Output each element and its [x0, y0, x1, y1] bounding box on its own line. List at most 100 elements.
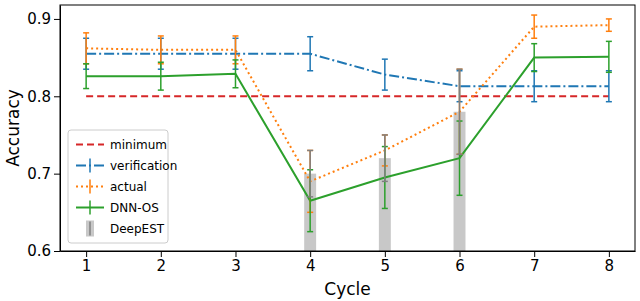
error-cap: [531, 14, 537, 16]
tick-label: 3: [231, 257, 241, 275]
tick-mark: [54, 174, 60, 175]
error-cap: [457, 68, 463, 70]
tick: 0.8: [27, 88, 60, 106]
tick: 0.7: [27, 165, 60, 183]
error-bar: [382, 135, 388, 181]
tick-label: 7: [530, 257, 540, 275]
error-stem: [459, 69, 461, 154]
error-stem: [235, 60, 237, 88]
error-bar: [382, 59, 388, 90]
tick: 0.9: [27, 10, 60, 28]
tick-label: 2: [157, 257, 167, 275]
error-cap: [606, 72, 612, 74]
x-axis-title: Cycle: [324, 279, 370, 299]
tick-mark: [54, 96, 60, 97]
error-bar: [232, 60, 238, 88]
chart: 1 2 3 4 5 6 7 8 0.6 0.7 0.8 0.9 Cycle Accuracy minimum…: [0, 0, 640, 301]
tick-label: 0.8: [27, 88, 51, 106]
error-bar: [83, 33, 89, 64]
tick: 5: [381, 251, 391, 275]
error-cap: [531, 43, 537, 45]
error-cap: [457, 195, 463, 197]
legend-label: DeepEST: [110, 222, 165, 236]
error-stem: [533, 44, 535, 72]
error-stem: [533, 15, 535, 38]
error-cap: [606, 31, 612, 33]
legend-label: verification: [110, 159, 177, 173]
tick-label: 4: [306, 257, 316, 275]
error-stem: [309, 150, 311, 196]
error-cap: [531, 101, 537, 103]
tick-label: 6: [455, 257, 465, 275]
error-stem: [309, 37, 311, 71]
axis-line: [61, 251, 636, 252]
legend-swatch: [86, 221, 94, 237]
error-cap: [457, 154, 463, 156]
legend-box: [68, 130, 168, 243]
error-cap: [307, 196, 313, 198]
legend-error: [89, 180, 91, 194]
error-bar: [606, 19, 612, 31]
error-stem: [384, 59, 386, 90]
legend-error: [89, 201, 91, 215]
error-cap: [307, 150, 313, 152]
error-stem: [160, 36, 162, 64]
tick-label: 0.6: [27, 242, 51, 260]
error-bar: [531, 15, 537, 38]
legend-swatch: [76, 144, 104, 146]
tick-mark: [54, 251, 60, 252]
line: [86, 54, 609, 86]
error-cap: [83, 63, 89, 65]
error-bar: [457, 69, 463, 154]
error-cap: [307, 231, 313, 233]
bar-series: [304, 112, 465, 251]
error-cap: [382, 181, 388, 183]
tick-label: 5: [381, 257, 391, 275]
error-bar: [457, 69, 463, 154]
error-cap: [232, 59, 238, 61]
error-stem: [608, 19, 610, 31]
error-cap: [531, 38, 537, 40]
tick: 2: [157, 251, 167, 275]
error-cap: [457, 154, 463, 156]
legend: minimum verification actual DNN-OS DeepEST: [68, 130, 177, 243]
error-cap: [382, 58, 388, 60]
error-cap: [158, 61, 164, 63]
tick-label: 8: [605, 257, 615, 275]
axis-line: [60, 6, 61, 252]
tick: 1: [82, 251, 92, 275]
tick: 8: [605, 251, 615, 275]
error-bar: [531, 71, 537, 102]
error-stem: [533, 71, 535, 102]
error-bar: [307, 37, 313, 71]
error-bar: [606, 41, 612, 72]
y-axis-title: Accuracy: [3, 89, 23, 167]
tick-label: 0.9: [27, 10, 51, 28]
frame: [60, 5, 635, 251]
line: [86, 95, 609, 97]
legend-item: actual: [76, 180, 147, 194]
error-cap: [382, 89, 388, 91]
error-bar: [531, 44, 537, 72]
tick: 4: [306, 251, 316, 275]
line: [86, 25, 609, 181]
error-stem: [608, 71, 610, 102]
error-bar: [158, 36, 164, 64]
legend-error: [89, 222, 91, 236]
error-cap: [382, 134, 388, 136]
x-axis: 1 2 3 4 5 6 7 8: [61, 251, 636, 275]
legend-item: verification: [76, 159, 177, 173]
error-stem: [85, 33, 87, 64]
tick-label: 1: [82, 257, 92, 275]
legend-item: DNN-OS: [76, 201, 159, 215]
tick: 0.6: [27, 242, 60, 260]
error-cap: [232, 87, 238, 89]
legend-item: minimum: [76, 138, 167, 152]
error-bar: [606, 71, 612, 102]
tick-mark: [54, 19, 60, 20]
error-stem: [608, 41, 610, 72]
error-cap: [307, 70, 313, 72]
error-cap: [232, 35, 238, 37]
error-stem: [384, 135, 386, 181]
error-cap: [382, 208, 388, 210]
